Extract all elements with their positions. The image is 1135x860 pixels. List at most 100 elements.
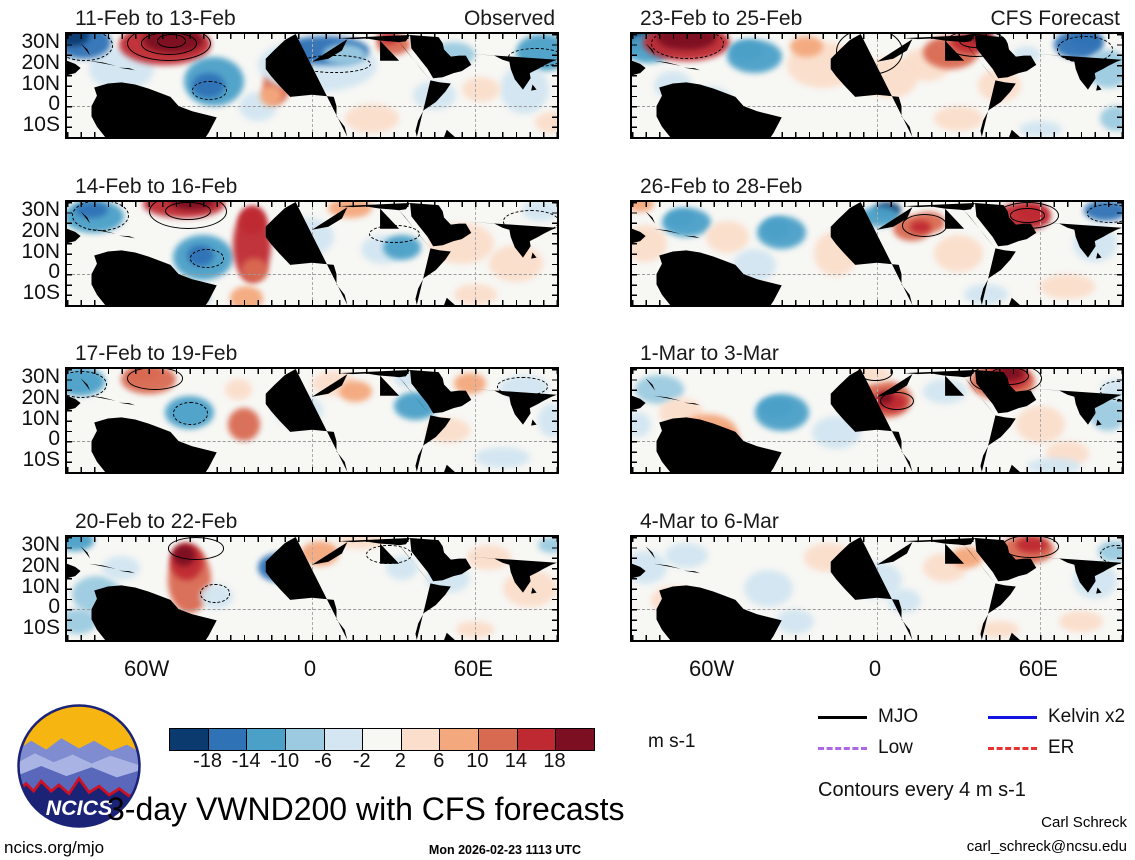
panel-title-row: 11-Feb to 13-Feb Observed	[65, 4, 555, 31]
lat-tick-label: 10S	[22, 280, 60, 304]
wave-contour	[502, 210, 557, 233]
wave-contour	[200, 584, 230, 603]
panel-date-range: 26-Feb to 28-Feb	[640, 175, 803, 198]
panel-date-range: 1-Mar to 3-Mar	[640, 342, 779, 365]
wave-contour	[1010, 208, 1046, 223]
anomaly-map	[630, 32, 1124, 139]
panel-20-feb-to-22-feb: 20-Feb to 22-Feb	[65, 507, 559, 642]
panel-11-feb-to-13-feb: 11-Feb to 13-Feb Observed	[65, 4, 559, 139]
wave-contour	[369, 224, 421, 244]
panel-title-row: 26-Feb to 28-Feb	[630, 172, 1120, 199]
wave-contour	[167, 537, 225, 560]
wave-contour	[366, 545, 412, 564]
colorbar-level-label: 18	[543, 750, 566, 772]
colorbar-level-label: 10	[466, 750, 489, 772]
wave-contour	[901, 214, 948, 237]
colorbar-cell	[170, 729, 209, 750]
site-url: ncics.org/mjo	[4, 838, 105, 857]
kelvin-line-swatch	[988, 715, 1037, 719]
lon-tick-label: 0	[303, 656, 317, 681]
lon-tick-label: 60W	[124, 656, 170, 681]
legend-item-mjo: MJO	[818, 706, 918, 728]
ncics-logo-text: NCICS	[46, 796, 113, 820]
anomaly-map	[65, 367, 559, 474]
panel-title-row: 14-Feb to 16-Feb	[65, 172, 555, 199]
lat-tick-label: 20N	[21, 553, 60, 577]
lat-tick-label: 0	[48, 427, 60, 451]
wave-contour	[508, 48, 557, 67]
panel-title-row: 17-Feb to 19-Feb	[65, 339, 555, 366]
colorbar-level-label: -2	[352, 750, 371, 772]
credit-author: Carl Schreck	[1041, 814, 1127, 831]
lat-tick-label: 20N	[21, 218, 60, 242]
colorbar-level-label: 2	[394, 750, 406, 772]
anomaly-map	[65, 535, 559, 642]
panel-26-feb-to-28-feb: 26-Feb to 28-Feb	[630, 172, 1124, 307]
anomaly-map	[65, 32, 559, 139]
lon-tick-label: 60E	[453, 656, 493, 681]
lat-tick-label: 30N	[21, 198, 60, 222]
colorbar-cell	[247, 729, 286, 750]
colorbar-level-label: 14	[504, 750, 528, 772]
coastlines	[632, 369, 1122, 472]
lat-tick-label: 10N	[21, 574, 60, 598]
lon-tick-label: 60W	[689, 656, 735, 681]
panel-23-feb-to-25-feb: 23-Feb to 25-Feb CFS Forecast	[630, 4, 1124, 139]
panel-date-range: 20-Feb to 22-Feb	[75, 510, 238, 533]
lat-tick-label: 0	[48, 92, 60, 116]
mjo-line-swatch	[818, 715, 867, 719]
legend-label: ER	[1048, 737, 1075, 758]
colorbar-cell	[479, 729, 518, 750]
contour-interval-note: Contours every 4 m s-1	[818, 779, 1026, 801]
wave-contour	[72, 202, 129, 231]
wave-contour	[497, 377, 549, 396]
colorbar-cell	[285, 729, 325, 750]
wave-contour	[298, 54, 372, 74]
panel-14-feb-to-16-feb: 14-Feb to 16-Feb	[65, 172, 559, 307]
lat-tick-label: 20N	[21, 50, 60, 74]
anomaly-map	[630, 535, 1124, 642]
wave-contour	[189, 249, 225, 268]
lat-tick-label: 0	[48, 260, 60, 284]
colorbar-level-label: -6	[314, 750, 333, 772]
coastlines	[67, 202, 557, 305]
panel-date-range: 4-Mar to 6-Mar	[640, 510, 779, 533]
legend-label: MJO	[878, 706, 919, 727]
lat-tick-label: 20N	[21, 385, 60, 409]
ncics-logo: NCICS	[17, 704, 141, 828]
lat-tick-label: 30N	[21, 533, 60, 557]
lat-tick-label: 0	[48, 595, 60, 619]
colorbar-cell	[324, 729, 364, 750]
legend-label: Kelvin x2	[1048, 706, 1126, 727]
colorbar-cell	[556, 729, 595, 750]
lat-tick-label: 10S	[22, 447, 60, 471]
lat-tick-label: 30N	[21, 30, 60, 54]
low-line-swatch	[818, 746, 867, 750]
colorbar-level-label: -18	[193, 750, 222, 772]
wave-contour	[651, 34, 724, 59]
panel-date-range: 14-Feb to 16-Feb	[75, 175, 238, 198]
panel-title-row: 20-Feb to 22-Feb	[65, 507, 555, 534]
lat-tick-label: 10N	[21, 406, 60, 430]
wave-contour	[1056, 36, 1114, 63]
colorbar	[169, 728, 595, 751]
legend-item-kelvin: Kelvin x2	[988, 706, 1125, 728]
wave-contour	[1002, 537, 1059, 558]
panel-date-range: 11-Feb to 13-Feb	[75, 7, 236, 30]
legend-item-low: Low	[818, 737, 913, 759]
er-line-swatch	[988, 746, 1037, 750]
wave-contour	[126, 369, 184, 390]
timestamp: Mon 2026-02-23 1113 UTC	[428, 843, 582, 857]
colorbar-cell	[517, 729, 557, 750]
legend-label: Low	[878, 737, 913, 758]
colorbar-cell	[440, 729, 480, 750]
wave-contour	[192, 81, 227, 100]
colorbar-cell	[401, 729, 441, 750]
panel-title-row: 23-Feb to 25-Feb CFS Forecast	[630, 4, 1120, 31]
anomaly-map	[65, 200, 559, 307]
panel-title-row: 1-Mar to 3-Mar	[630, 339, 1120, 366]
colorbar-labels: -18 -14 -10 -6 -2 2 6 10 14 18	[169, 750, 593, 772]
colorbar-units: m s-1	[648, 731, 696, 752]
colorbar-level-label: 6	[433, 750, 445, 772]
